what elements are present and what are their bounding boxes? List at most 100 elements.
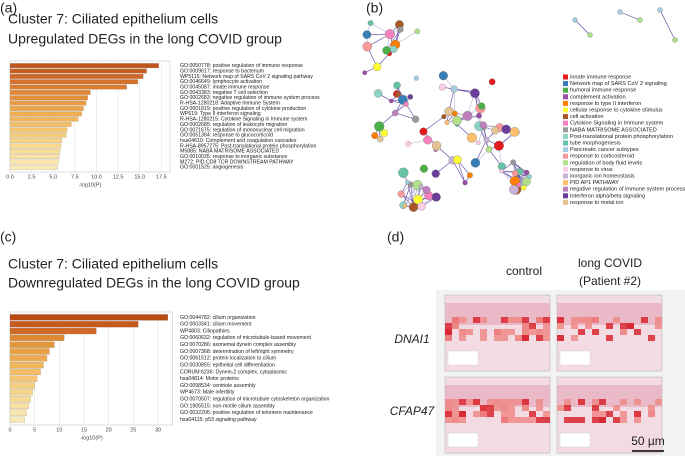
network-node: [462, 110, 473, 121]
category-label: GO:0032206: positive regulation of telom…: [180, 410, 313, 416]
expression-pixel: [599, 411, 606, 417]
expression-pixel: [571, 335, 578, 341]
bar: [9, 402, 29, 410]
expression-pixel: [480, 405, 487, 411]
category-label: M5885: NABA MATRISOME ASSOCIATED: [180, 149, 280, 155]
x-tick-label: 0: [8, 427, 11, 433]
expression-pixel: [445, 323, 452, 329]
category-label: GO:0003341: cilium movement: [180, 322, 252, 328]
x-tick-label: 20: [106, 427, 112, 433]
category-label: GO:0045087: innate immune response: [180, 84, 270, 90]
expression-pixel: [452, 405, 459, 411]
expression-pixel: [620, 417, 627, 423]
color-legend: [559, 350, 591, 366]
expression-pixel: [571, 317, 578, 323]
category-label: GO:0061512: protein localization to cili…: [180, 356, 276, 362]
network-node: [419, 164, 428, 173]
expression-pixel: [501, 411, 508, 417]
category-label: GO:0010035: response to inorganic substa…: [180, 154, 287, 160]
scale-bar-label: 50 µm: [631, 434, 665, 448]
network-node: [403, 101, 409, 107]
bar: [9, 334, 65, 341]
expression-pixel: [634, 417, 641, 423]
expression-pixel: [487, 399, 494, 405]
expression-pixel: [473, 411, 480, 417]
expression-pixel: [536, 335, 543, 341]
x-tick-label: 15: [81, 427, 87, 433]
network-node: [391, 109, 399, 117]
legend-label: cell activation: [570, 114, 604, 120]
bar: [9, 321, 139, 328]
x-tick-label: 30: [155, 427, 161, 433]
network-node: [450, 85, 458, 93]
bar: [9, 143, 62, 149]
network-node: [572, 17, 578, 23]
network-edge: [452, 160, 466, 183]
x-tick-label: 0.0: [6, 174, 14, 180]
legend-swatch: [563, 199, 568, 205]
legend-swatch: [563, 127, 568, 133]
network-node: [501, 124, 511, 134]
category-label: GO:0070286: axonemal dynein complex asse…: [180, 342, 296, 348]
expression-pixel: [578, 329, 585, 335]
expression-pixel: [480, 329, 487, 335]
bar: [9, 84, 127, 90]
chart-title: Cluster 7: Ciliated epithelium cells: [8, 11, 218, 27]
legend-label: PID AP1 PATHWAY: [570, 180, 619, 186]
expression-pixel: [592, 405, 599, 411]
expression-pixel: [536, 405, 543, 411]
expression-pixel: [445, 417, 452, 423]
expression-pixel: [613, 317, 620, 323]
expression-pixel: [564, 405, 571, 411]
network-edge: [402, 184, 411, 206]
network-edge: [404, 186, 422, 207]
panel-label: (d): [387, 229, 404, 245]
network-node: [478, 102, 486, 110]
category-label: GO:0007368: determination of left/right …: [180, 349, 294, 355]
expression-pixel: [487, 405, 494, 411]
legend-swatch: [563, 166, 568, 172]
bar: [9, 368, 41, 376]
legend-label: innate immune response: [570, 74, 631, 80]
column-label: long COVID: [578, 256, 642, 270]
bar: [9, 159, 59, 165]
network-node: [657, 7, 663, 13]
legend-label: NABA MATRISOME ASSOCIATED: [570, 127, 657, 133]
expression-pixel: [494, 335, 501, 341]
expression-pixel: [508, 329, 515, 335]
network-node: [522, 177, 531, 186]
network-node: [438, 71, 448, 81]
category-label: WP619: Type II interferon signaling: [180, 111, 261, 117]
color-legend: [447, 432, 479, 448]
category-label: GO:0051384: response to glucocorticoid: [180, 133, 273, 139]
network-node: [413, 75, 419, 81]
bar: [9, 396, 31, 403]
expression-pixel: [648, 405, 655, 411]
category-label: R-HSA-1280218: Adaptive Immune System: [180, 101, 280, 107]
legend-label: Post-translational protein phosphorylati…: [570, 134, 673, 140]
legend-label: response to type II interferon: [570, 101, 641, 107]
x-tick-label: 5.0: [49, 174, 57, 180]
legend-swatch: [563, 81, 568, 87]
expression-pixel: [613, 405, 620, 411]
expression-pixel: [529, 411, 536, 417]
category-label: hsa04115: p53 signaling pathway: [180, 417, 257, 423]
network-node: [402, 203, 407, 209]
network-node: [418, 184, 424, 190]
legend-swatch: [563, 160, 568, 166]
expression-pixel: [501, 405, 508, 411]
bar: [9, 355, 48, 362]
legend-swatch: [563, 173, 568, 179]
x-tick-label: 5: [33, 427, 36, 433]
expression-pixel: [571, 323, 578, 329]
network-node: [408, 202, 419, 212]
expression-pixel: [515, 317, 522, 323]
legend-label: Cytokine Signaling in Immune system: [570, 121, 664, 127]
legend-swatch: [563, 147, 568, 153]
category-label: GO:0002685: regulation of leukocyte migr…: [180, 122, 287, 128]
expression-pixel: [452, 417, 459, 423]
network-node: [470, 88, 480, 99]
expression-pixel: [515, 399, 522, 405]
